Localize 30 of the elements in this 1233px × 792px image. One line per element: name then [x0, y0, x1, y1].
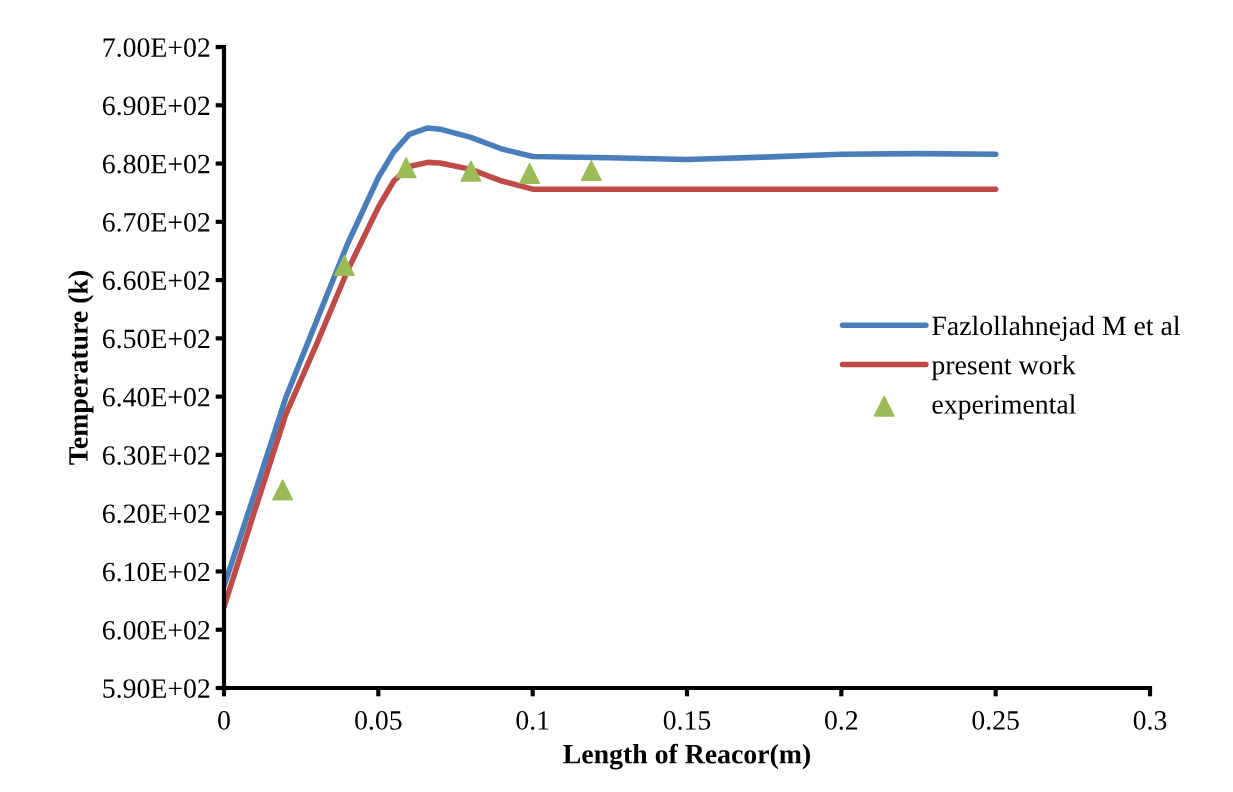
x-tick-label: 0.1 — [516, 711, 549, 730]
y-tick-label: 6.20E+02 — [102, 504, 210, 524]
point — [395, 157, 417, 179]
y-tick-label: 6.80E+02 — [102, 154, 210, 174]
x-tick-label: 0.15 — [663, 711, 711, 730]
y-axis-title: Temperature (k) — [68, 271, 94, 465]
y-tick-label: 6.30E+02 — [102, 446, 210, 465]
point — [580, 160, 602, 182]
y-tick-label: 6.40E+02 — [102, 387, 210, 407]
x-axis-title: Length of Reacor(m) — [563, 743, 810, 770]
point — [272, 479, 294, 501]
point — [333, 255, 355, 277]
x-tick-label: 0.25 — [972, 711, 1019, 730]
y-tick-label: 6.10E+02 — [102, 562, 210, 582]
x-tick-label: 0 — [218, 711, 230, 730]
y-tick-label: 6.70E+02 — [102, 212, 210, 232]
point — [460, 160, 482, 182]
legend-label: present work — [931, 354, 1076, 381]
y-tick-label: 6.50E+02 — [102, 329, 210, 349]
point — [519, 162, 541, 184]
x-tick-label: 0.05 — [355, 711, 402, 730]
y-tick-label: 6.00E+02 — [102, 620, 210, 640]
y-tick-label: 5.90E+02 — [103, 679, 210, 699]
x-tick-label: 0.3 — [1133, 711, 1167, 730]
legend-label: Fazlollahnejad M et al — [932, 315, 1180, 341]
legend-label: experimental — [932, 394, 1076, 420]
y-tick-label: 7.00E+02 — [103, 38, 210, 58]
y-tick-label: 6.90E+02 — [102, 96, 210, 116]
x-tick-label: 0.2 — [825, 711, 858, 730]
y-tick-label: 6.60E+02 — [102, 271, 210, 291]
